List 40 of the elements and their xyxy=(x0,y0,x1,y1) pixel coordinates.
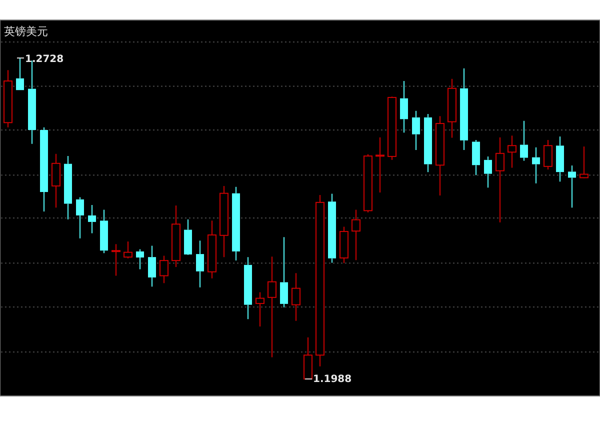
candlestick xyxy=(316,194,324,367)
candlestick xyxy=(556,136,564,182)
candlestick xyxy=(268,256,276,358)
candlestick xyxy=(88,204,96,234)
candlestick xyxy=(568,165,576,208)
candlestick xyxy=(112,244,120,276)
candlestick xyxy=(280,236,288,308)
candlestick xyxy=(64,156,72,220)
candlestick xyxy=(208,220,216,279)
candlestick xyxy=(40,126,48,212)
candlestick xyxy=(76,196,84,239)
candlestick xyxy=(220,185,228,258)
annotation: 1.1988 xyxy=(313,374,352,385)
candlestick xyxy=(520,120,528,162)
candlestick xyxy=(532,146,540,184)
candlestick xyxy=(52,153,60,208)
candlestick xyxy=(424,113,432,173)
candlestick xyxy=(244,256,252,320)
candlestick xyxy=(292,272,300,322)
candlestick xyxy=(256,292,264,327)
candlestick xyxy=(448,78,456,138)
candlestick xyxy=(436,116,444,196)
candlestick xyxy=(352,209,360,261)
candlestick xyxy=(400,80,408,134)
candlestick xyxy=(508,135,516,168)
candlestick xyxy=(496,136,504,223)
candlestick xyxy=(4,70,12,128)
candlestick xyxy=(412,110,420,150)
annotation: 1.2728 xyxy=(25,54,64,65)
candlestick xyxy=(172,204,180,268)
candlestick xyxy=(460,68,468,150)
candlestick xyxy=(148,245,156,288)
candlestick xyxy=(232,186,240,262)
candlestick xyxy=(196,240,204,288)
candlestick xyxy=(184,218,192,254)
chart-title: 英镑美元 xyxy=(4,25,48,38)
candlestick xyxy=(100,209,108,254)
candlestick xyxy=(376,136,384,193)
candlestick xyxy=(484,156,492,188)
candlestick xyxy=(328,193,336,264)
